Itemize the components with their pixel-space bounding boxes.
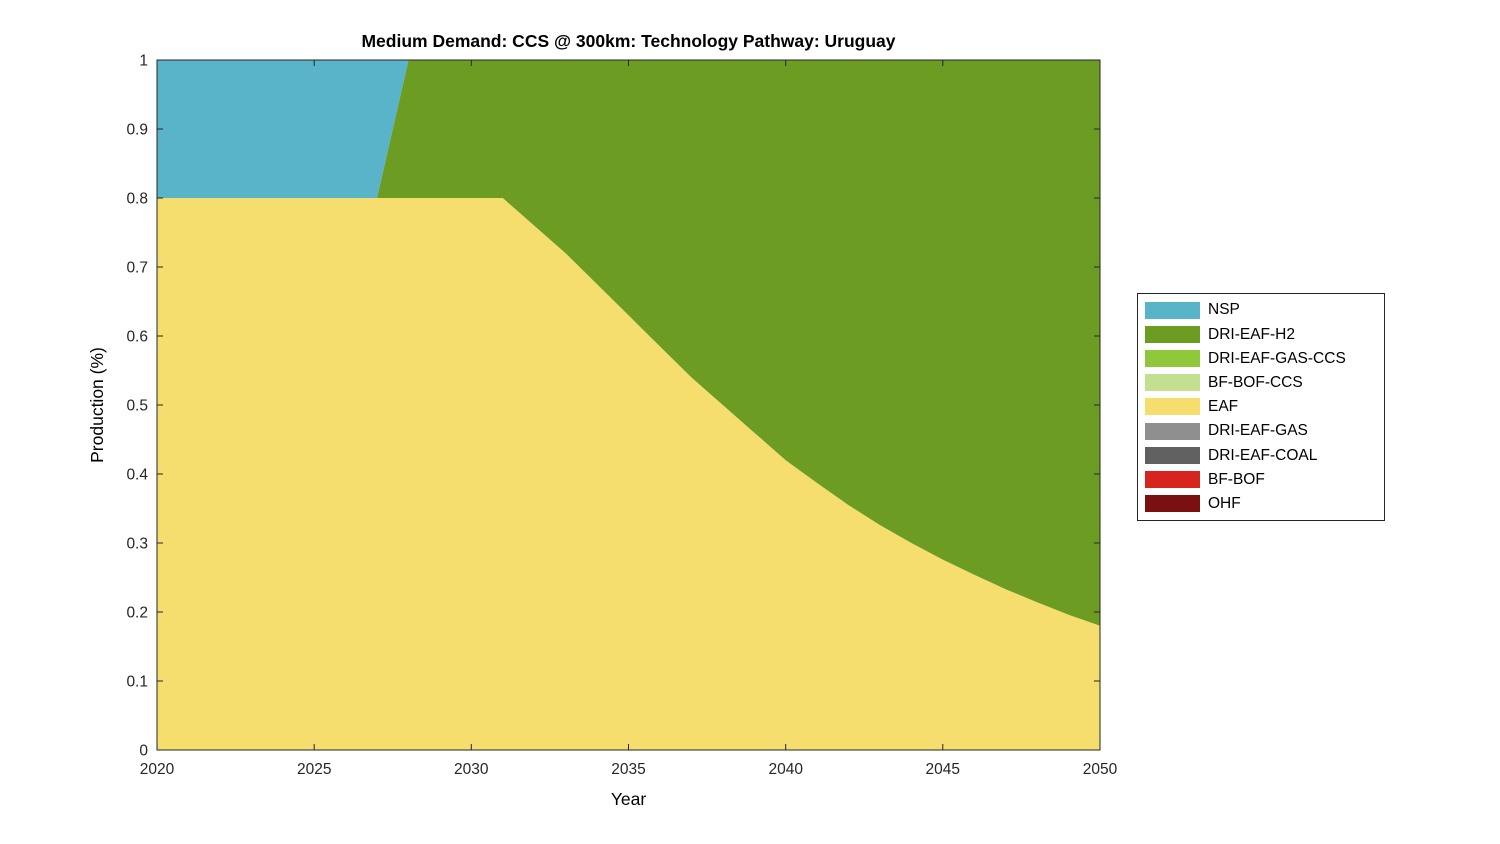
legend-swatch-DRI-EAF-COAL <box>1145 446 1200 464</box>
y-tick-label: 0.9 <box>126 122 148 139</box>
y-tick-label: 0.2 <box>126 605 148 622</box>
x-tick-label: 2035 <box>611 761 645 778</box>
legend-label: BF-BOF <box>1208 470 1265 488</box>
legend-swatch-BF-BOF-CCS <box>1145 374 1200 392</box>
area-DRI-EAF-H2 <box>157 60 1100 626</box>
stacked-areas <box>157 60 1100 750</box>
legend-item-DRI-EAF-GAS: DRI-EAF-GAS <box>1145 419 1376 443</box>
axes: 2020 2025 2030 2035 2040 2045 2050 0 0.1 0.2 0.3 0.… <box>126 53 1117 779</box>
x-tick-label: 2025 <box>297 761 331 778</box>
x-tick-label: 2050 <box>1083 761 1118 778</box>
legend-item-BF-BOF-CCS: BF-BOF-CCS <box>1145 371 1376 395</box>
area-EAF <box>157 198 1100 750</box>
legend-item-DRI-EAF-GAS-CCS: DRI-EAF-GAS-CCS <box>1145 346 1376 370</box>
legend-label: BF-BOF-CCS <box>1208 374 1303 392</box>
legend-item-NSP: NSP <box>1145 298 1376 322</box>
x-tick-label: 2045 <box>926 761 960 778</box>
y-tick-label: 0.4 <box>126 467 148 484</box>
legend-swatch-DRI-EAF-GAS-CCS <box>1145 350 1200 368</box>
legend-swatch-DRI-EAF-GAS <box>1145 422 1200 440</box>
legend-item-BF-BOF: BF-BOF <box>1145 468 1376 492</box>
y-axis-label: Production (%) <box>87 347 107 463</box>
legend-label: NSP <box>1208 301 1240 319</box>
y-tick-label: 0 <box>139 743 148 760</box>
y-tick-label: 0.8 <box>126 191 148 208</box>
legend-label: DRI-EAF-H2 <box>1208 325 1295 343</box>
legend-swatch-NSP <box>1145 301 1200 319</box>
x-tick-label: 2020 <box>140 761 175 778</box>
legend-swatch-DRI-EAF-H2 <box>1145 325 1200 343</box>
legend-label: OHF <box>1208 495 1241 513</box>
area-NSP <box>157 60 1100 198</box>
legend-label: EAF <box>1208 398 1239 416</box>
x-tick-label: 2040 <box>768 761 803 778</box>
legend-item-OHF: OHF <box>1145 492 1376 516</box>
legend-swatch-EAF <box>1145 398 1200 416</box>
chart-title: Medium Demand: CCS @ 300km: Technology P… <box>361 31 896 51</box>
y-tick-label: 1 <box>139 53 148 70</box>
legend-item-DRI-EAF-H2: DRI-EAF-H2 <box>1145 322 1376 346</box>
y-tick-label: 0.6 <box>126 329 148 346</box>
x-tick-label: 2030 <box>454 761 489 778</box>
y-tick-label: 0.3 <box>126 536 148 553</box>
x-axis-label: Year <box>610 789 647 809</box>
legend-swatch-OHF <box>1145 495 1200 513</box>
legend: NSP DRI-EAF-H2 DRI-EAF-GAS-CCS BF-BOF-CCS EA… <box>1137 293 1385 521</box>
legend-item-DRI-EAF-COAL: DRI-EAF-COAL <box>1145 443 1376 467</box>
y-tick-label: 0.5 <box>126 398 148 415</box>
legend-swatch-BF-BOF <box>1145 471 1200 489</box>
legend-item-EAF: EAF <box>1145 395 1376 419</box>
y-tick-label: 0.1 <box>126 674 148 691</box>
y-tick-label: 0.7 <box>126 260 148 277</box>
legend-label: DRI-EAF-GAS <box>1208 422 1308 440</box>
legend-label: DRI-EAF-GAS-CCS <box>1208 349 1346 367</box>
legend-label: DRI-EAF-COAL <box>1208 446 1318 464</box>
